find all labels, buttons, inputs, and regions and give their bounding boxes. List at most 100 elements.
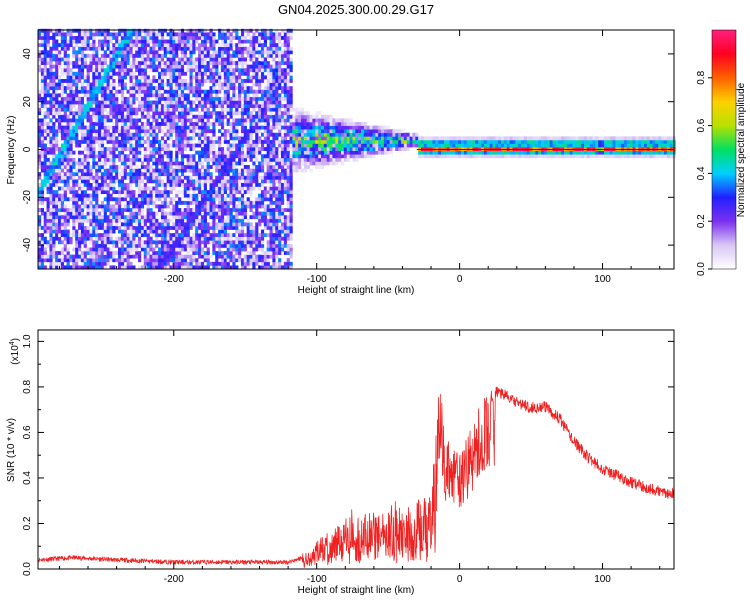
spectrogram-cell: [280, 53, 285, 58]
spectrogram-cell: [163, 211, 167, 216]
spectrogram-cell: [98, 204, 102, 209]
spectrogram-cell: [275, 190, 279, 195]
spectrogram-cell: [172, 64, 176, 69]
spectrogram-cell: [198, 204, 202, 209]
spectrogram-cell: [278, 93, 282, 98]
spectrogram-cell: [183, 147, 187, 151]
spectrogram-cell: [278, 175, 282, 180]
spectrogram-cell: [103, 43, 107, 48]
spectrogram-cell: [72, 222, 76, 227]
spectrogram-cell: [46, 208, 50, 212]
spectrogram-cell: [132, 32, 136, 37]
spectrogram-cell: [52, 161, 56, 166]
spectrogram-cell: [49, 215, 53, 220]
spectrogram-cell: [186, 204, 190, 209]
spectrogram-cell: [43, 35, 47, 40]
spectrogram-cell: [160, 79, 165, 83]
spectrogram-cell: [183, 215, 187, 220]
spectrogram-cell: [43, 64, 47, 69]
spectrogram-cell: [238, 139, 242, 144]
spectrogram-cell: [143, 197, 147, 202]
spectrogram-cell: [189, 104, 193, 108]
spectrogram-cell: [132, 111, 136, 116]
spectrogram-cell: [100, 247, 105, 252]
spectrogram-cell: [80, 179, 85, 184]
spectrogram-cell: [140, 57, 145, 62]
spectrogram-cell: [286, 32, 290, 37]
spectrogram-cell: [183, 93, 187, 98]
spectrogram-cell: [289, 28, 293, 33]
spectrogram-cell: [69, 86, 73, 91]
spectrogram-cell: [209, 57, 213, 62]
spectrogram-cell: [189, 107, 193, 112]
spectrogram-cell: [218, 46, 222, 51]
spectrogram-cell: [258, 215, 262, 220]
spectrogram-cell: [240, 118, 245, 123]
spectrogram-cell: [135, 114, 139, 119]
spectrogram-cell: [272, 43, 276, 48]
spectrogram-cell: [189, 89, 193, 94]
spectrogram-cell: [238, 168, 242, 173]
spectrogram-cell: [55, 229, 59, 234]
spectrogram-cell: [95, 258, 99, 263]
spectrogram-cell: [229, 208, 233, 212]
spectrogram-cell: [200, 215, 205, 220]
spectrogram-cell: [112, 254, 116, 259]
spectrogram-cell: [255, 222, 259, 227]
spectrogram-cell: [189, 71, 193, 76]
spectrogram-cell: [255, 57, 259, 62]
spectrogram-cell: [112, 161, 116, 166]
spectrogram-cell: [246, 46, 250, 51]
spectrogram-cell: [283, 222, 287, 227]
spectrogram-cell: [100, 100, 105, 105]
spectrogram-cell: [86, 229, 90, 234]
spectrogram-cell: [272, 233, 276, 238]
spectrogram-cell: [80, 129, 85, 134]
spectrogram-cell: [266, 136, 270, 141]
spectrogram-cell: [123, 161, 127, 166]
spectrogram-cell: [55, 132, 59, 137]
spectrogram-cell: [240, 200, 245, 205]
spectrogram-cell: [298, 147, 302, 151]
spectrogram-cell: [132, 168, 136, 173]
spectrogram-cell: [95, 179, 99, 184]
spectrogram-cell: [132, 122, 136, 126]
spectrogram-cell: [275, 179, 279, 184]
spectrogram-cell: [283, 125, 287, 130]
spectrogram-cell: [158, 86, 162, 91]
spectrogram-cell: [118, 218, 122, 223]
spectrogram-cell: [63, 211, 67, 216]
spectrogram-cell: [180, 32, 185, 37]
spectrogram-cell: [160, 136, 165, 141]
spectrogram-cell: [258, 118, 262, 123]
spectrogram-cell: [232, 200, 236, 205]
spectrogram-cell: [95, 107, 99, 112]
spectrogram-cell: [175, 75, 179, 80]
spectrogram-cell: [195, 32, 199, 37]
spectrogram-cell: [38, 218, 42, 223]
spectrogram-cell: [209, 190, 213, 195]
spectrogram-cell: [298, 165, 302, 169]
spectrogram-cell: [203, 93, 207, 98]
spectrogram-cell: [260, 114, 265, 119]
spectrogram-cell: [212, 129, 216, 134]
spectrogram-cell: [43, 75, 47, 80]
spectrogram-cell: [175, 46, 179, 51]
spectrogram-cell: [189, 79, 193, 83]
spectrogram-cell: [192, 258, 196, 263]
spectrogram-cell: [83, 175, 87, 180]
spectrogram-cell: [278, 190, 282, 195]
spectrogram-cell: [138, 229, 142, 234]
spectrogram-cell: [232, 175, 236, 180]
spectrogram-cell: [215, 215, 219, 220]
spectrogram-cell: [66, 61, 70, 65]
spectrogram-cell: [209, 204, 213, 209]
spectrogram-cell: [43, 186, 47, 191]
spectrogram-cell: [209, 240, 213, 245]
spectrogram-cell: [212, 193, 216, 198]
spectrogram-cell: [86, 118, 90, 123]
spectrogram-cell: [69, 100, 73, 105]
spectrogram-cell: [200, 39, 205, 44]
spectrogram-cell: [38, 157, 42, 162]
spectrogram-cell: [66, 218, 70, 223]
